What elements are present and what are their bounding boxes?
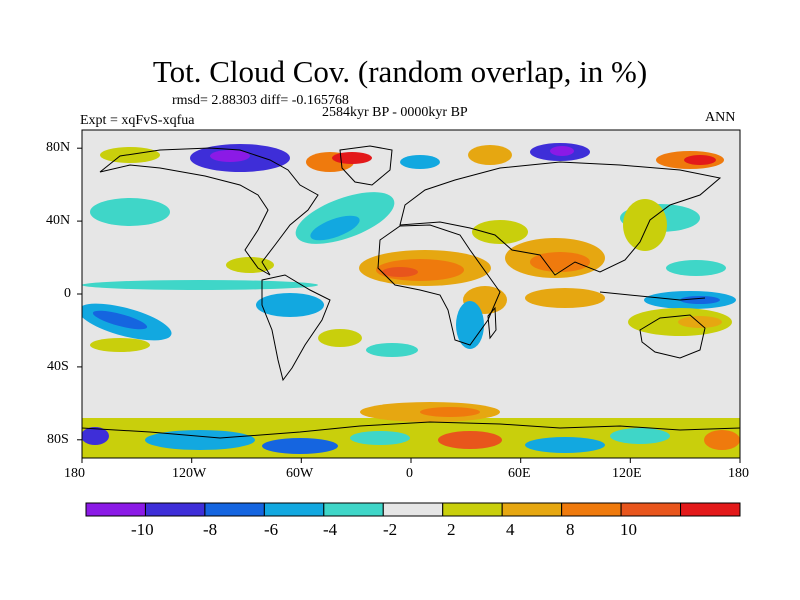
x-tick-180e: 180 (728, 466, 749, 481)
colorbar-box-3 (263, 502, 325, 517)
antarctic-negative-anomaly-pacific (610, 428, 670, 444)
south-asia-strong-positive-anomaly (530, 252, 590, 272)
colorbar-label-8: 8 (566, 520, 575, 539)
colorbar-box-4 (323, 502, 384, 517)
colorbar-label-neg10: -10 (131, 520, 154, 539)
antarctic-negative-anomaly-dateline (82, 427, 109, 445)
y-tick-80n: 80N (46, 140, 71, 155)
y-tick-40s: 40S (47, 359, 69, 374)
west-pacific-core-anomaly (680, 296, 720, 304)
south-atlantic-positive-anomaly (318, 329, 362, 347)
colorbar-label-10: 10 (620, 520, 637, 539)
southern-africa-negative-anomaly (456, 301, 484, 349)
y-tick-0: 0 (64, 286, 71, 301)
colorbar-box-1 (144, 502, 206, 517)
australia-strong-positive-anomaly (678, 316, 722, 328)
indian-ocean-positive-anomaly (525, 288, 605, 308)
middle-east-positive-anomaly (472, 220, 528, 244)
antarctic-strong-negative-anomaly (262, 438, 338, 454)
arctic-strong-positive-anomaly (332, 152, 372, 164)
south-pacific-core-anomaly (92, 310, 148, 330)
north-pacific-negative-anomaly (90, 198, 170, 226)
north-america-coast (99, 147, 319, 276)
x-tick-120w: 120W (172, 466, 207, 481)
south-atlantic-negative-anomaly (366, 343, 418, 357)
colorbar-label-neg8: -8 (203, 520, 218, 539)
experiment-label: Expt = xqFvS-xqfua (80, 113, 195, 128)
antarctica-coast (82, 421, 740, 439)
anomaly-fields (82, 143, 740, 458)
axis-ticks (77, 147, 741, 463)
central-america-positive-anomaly (226, 257, 274, 273)
siberia-strong-negative-anomaly (550, 146, 574, 156)
greenland-coast (339, 145, 393, 186)
x-tick-120e: 120E (612, 466, 642, 481)
antarctic-negative-anomaly-indian (525, 437, 605, 453)
colorbar-label-2: 2 (447, 520, 456, 539)
amazon-negative-anomaly (256, 293, 324, 317)
colorbar-box-7 (501, 502, 563, 517)
antarctic-positive-anomaly-east (704, 430, 740, 450)
colorbar-label-4: 4 (506, 520, 515, 539)
x-tick-60e: 60E (508, 466, 531, 481)
australia-coast (639, 314, 706, 359)
period-label: 2584kyr BP - 0000kyr BP (322, 105, 468, 120)
season-label: ANN (705, 110, 736, 125)
madagascar-coast (487, 306, 497, 340)
north-europe-positive-anomaly (468, 145, 512, 165)
colorbar-box-10 (680, 502, 741, 517)
north-atlantic-core-anomaly (310, 215, 360, 241)
colorbar-label-neg4: -4 (323, 520, 338, 539)
x-tick-60w: 60W (286, 466, 314, 481)
colorbar-box-6 (442, 502, 503, 517)
colorbar-box-5 (382, 502, 444, 517)
x-tick-180w: 180 (64, 466, 85, 481)
colorbar-box-0 (85, 502, 146, 517)
x-tick-0: 0 (406, 466, 413, 481)
colorbar (85, 502, 741, 517)
greenland-sea-negative-anomaly (400, 155, 440, 169)
y-tick-40n: 40N (46, 213, 71, 228)
colorbar-box-2 (204, 502, 265, 517)
south-america-coast (261, 274, 331, 382)
east-asia-positive-anomaly (623, 199, 667, 251)
coastlines (82, 145, 740, 439)
antarctic-positive-anomaly (438, 431, 502, 449)
africa-coast (377, 224, 501, 346)
east-siberia-strong-positive-anomaly (684, 155, 716, 165)
y-tick-80s: 80S (47, 432, 69, 447)
maritime-continent-coast (599, 291, 706, 301)
colorbar-label-neg6: -6 (264, 520, 279, 539)
west-pacific-negative-anomaly (666, 260, 726, 276)
colorbar-box-9 (620, 502, 682, 517)
plot-title: Tot. Cloud Cov. (random overlap, in %) (152, 54, 648, 89)
antarctic-negative-anomaly-west (145, 430, 255, 450)
arctic-strong-negative-anomaly (210, 150, 250, 162)
colorbar-box-8 (561, 502, 622, 517)
colorbar-label-neg2: -2 (383, 520, 398, 539)
eurasia-coast (399, 161, 722, 276)
equatorial-pacific-negative-anomaly (82, 280, 318, 290)
antarctic-negative-anomaly-atlantic (350, 431, 410, 445)
sahel-core-anomaly (382, 267, 418, 277)
stats-text: rmsd= 2.88303 diff= -0.165768 (172, 93, 349, 108)
southern-ocean-strong-positive-anomaly (420, 407, 480, 417)
south-pacific-positive-anomaly (90, 338, 150, 352)
